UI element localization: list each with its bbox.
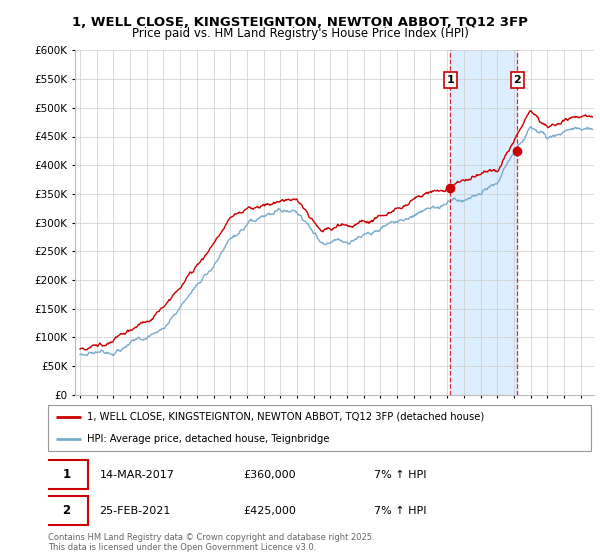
Text: 7% ↑ HPI: 7% ↑ HPI [374,506,426,516]
FancyBboxPatch shape [48,405,591,451]
Text: 25-FEB-2021: 25-FEB-2021 [100,506,171,516]
Text: 2: 2 [62,504,71,517]
FancyBboxPatch shape [45,460,88,489]
Text: 1: 1 [446,75,454,85]
Bar [451,50,517,395]
Text: 2: 2 [514,75,521,85]
Text: £360,000: £360,000 [244,470,296,480]
Text: £425,000: £425,000 [244,506,296,516]
Text: 7% ↑ HPI: 7% ↑ HPI [374,470,426,480]
Text: This data is licensed under the Open Government Licence v3.0.: This data is licensed under the Open Gov… [48,543,316,552]
FancyBboxPatch shape [45,496,88,525]
Text: Price paid vs. HM Land Registry's House Price Index (HPI): Price paid vs. HM Land Registry's House … [131,27,469,40]
Text: 1, WELL CLOSE, KINGSTEIGNTON, NEWTON ABBOT, TQ12 3FP: 1, WELL CLOSE, KINGSTEIGNTON, NEWTON ABB… [72,16,528,29]
Text: 1: 1 [62,468,71,481]
Text: 1, WELL CLOSE, KINGSTEIGNTON, NEWTON ABBOT, TQ12 3FP (detached house): 1, WELL CLOSE, KINGSTEIGNTON, NEWTON ABB… [87,412,484,422]
Text: Contains HM Land Registry data © Crown copyright and database right 2025.: Contains HM Land Registry data © Crown c… [48,533,374,542]
Text: 14-MAR-2017: 14-MAR-2017 [100,470,175,480]
Text: HPI: Average price, detached house, Teignbridge: HPI: Average price, detached house, Teig… [87,434,329,444]
